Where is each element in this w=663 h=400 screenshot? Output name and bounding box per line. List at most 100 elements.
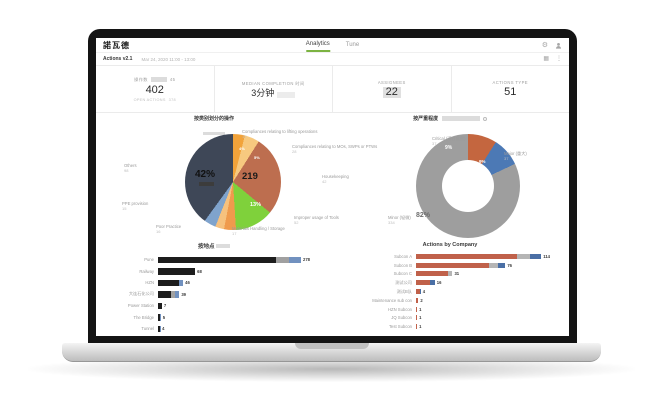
- kpi-total-actions-value: 402: [145, 83, 164, 96]
- bar-category-label: Test Subcon: [388, 324, 412, 330]
- bar[interactable]: [158, 291, 180, 298]
- grid-view-icon[interactable]: ▦: [543, 56, 549, 62]
- tab-analytics[interactable]: Analytics: [305, 38, 330, 52]
- bar-value: 31: [454, 271, 460, 277]
- bar-value: 1: [419, 324, 422, 330]
- pie-label: PPE provision 15: [122, 201, 149, 212]
- bar-row[interactable]: 测试公司 16: [332, 278, 568, 287]
- bar-category-label: Subcon B: [393, 262, 412, 268]
- bar-row[interactable]: 测试B队 4: [332, 287, 568, 296]
- donut-disc[interactable]: [416, 134, 520, 238]
- bar[interactable]: [158, 325, 161, 332]
- bar[interactable]: [158, 279, 184, 286]
- location-bar-chart: 按地点 Pune 278 Railway 68 HZN 46 大连石化公司 39 Power S…: [96, 239, 332, 336]
- bar-row[interactable]: The Bridge 5: [96, 312, 332, 324]
- pie-slice-value: 13%: [250, 202, 262, 208]
- bar[interactable]: [416, 262, 506, 268]
- redacted-highlight: [199, 182, 214, 186]
- bar[interactable]: [416, 324, 418, 330]
- bar-value: 4: [422, 289, 426, 295]
- kpi-assignees-value: 22: [382, 87, 401, 98]
- bar[interactable]: [416, 289, 421, 295]
- bar-row[interactable]: Test Subcon 1: [332, 322, 568, 331]
- bar[interactable]: [416, 280, 435, 286]
- bar[interactable]: [416, 306, 418, 312]
- donut-slice-value: 9%: [479, 159, 486, 164]
- kpi-row: 操作数 45 402 OPEN ACTIONS 378 MEDIAN COMPLE…: [96, 66, 569, 113]
- pie-label: Improper usage of Tools 52: [294, 215, 339, 226]
- bar[interactable]: [158, 256, 301, 263]
- nav-tabs: Analytics Tune: [305, 38, 360, 52]
- bar-row[interactable]: Pune 278: [96, 254, 332, 266]
- bar-row[interactable]: Power Station 7: [96, 300, 332, 312]
- bar-value: 7: [163, 303, 167, 309]
- pie-label: Poor Practice 16: [156, 224, 182, 235]
- bar-row[interactable]: HZN 46: [96, 277, 332, 289]
- company-bar-title: Actions by Company: [422, 242, 478, 248]
- company-bar-list: Subcon A 114 Subcon B 76 Subcon C 31 测试公司 16 测试B…: [332, 252, 568, 331]
- bar-value: 1: [419, 315, 422, 321]
- bar-row[interactable]: Subcon B 76: [332, 261, 568, 270]
- bar-row[interactable]: HZN Subcon 1: [332, 305, 568, 314]
- kpi-actions-type-value: 51: [504, 86, 517, 98]
- location-bar-title: 按地点: [96, 242, 332, 250]
- pie-slice-value: 42%: [195, 169, 216, 180]
- app-logo: 諾瓦德: [103, 40, 130, 50]
- bar-charts-row: 按地点 Pune 278 Railway 68 HZN 46 大连石化公司 39 Power S…: [96, 239, 569, 336]
- bar-category-label: Railway: [139, 268, 154, 274]
- bar-value: 68: [197, 268, 202, 274]
- bar[interactable]: [416, 253, 542, 259]
- more-options-icon[interactable]: ⋮: [556, 56, 562, 62]
- donut-label: Minor (轻微) 334: [388, 215, 411, 226]
- bar-row[interactable]: Maintenance sub con 2: [332, 296, 568, 305]
- subheader-icons: ▦ ⋮: [543, 56, 562, 62]
- severity-donut[interactable]: [416, 134, 520, 238]
- bar-category-label: Maintenance sub con: [372, 297, 412, 303]
- bar[interactable]: [158, 314, 161, 321]
- bar[interactable]: [158, 268, 196, 275]
- location-bar-list: Pune 278 Railway 68 HZN 46 大连石化公司 39 Power Stati…: [96, 254, 332, 335]
- pie-label: Compliances relating to MOs, SWPs or PTW…: [292, 144, 378, 155]
- bar-value: 16: [436, 280, 442, 286]
- bar-row[interactable]: Subcon C 31: [332, 270, 568, 279]
- bar-row[interactable]: 大连石化公司 39: [96, 289, 332, 301]
- navbar-icons: ⚙: [542, 42, 562, 49]
- donut-slice-value: 9%: [445, 145, 453, 151]
- user-avatar-icon[interactable]: [555, 42, 562, 49]
- bar-category-label: HZN Subcon: [388, 306, 412, 312]
- kpi-actions-type: ACTIONS TYPE 51: [450, 66, 570, 112]
- bar-value: 39: [181, 291, 186, 297]
- pie-label: Compliances relating to lifting operatio…: [242, 129, 318, 140]
- kpi-median-completion-value: 3分钟: [251, 88, 296, 98]
- bar-category-label: Power Station: [127, 303, 154, 309]
- bar-category-label: 测试公司: [395, 279, 412, 285]
- bar[interactable]: [158, 302, 162, 309]
- gear-icon[interactable]: ⚙: [541, 41, 548, 49]
- report-title: Actions v2.1: [103, 56, 133, 62]
- kpi-median-completion: MEDIAN COMPLETION 时间 3分钟: [213, 66, 333, 112]
- bar[interactable]: [416, 271, 453, 277]
- bar-value: 2: [420, 297, 423, 303]
- date-range[interactable]: Mar 24, 2020 11:00 - 13:00: [141, 56, 196, 62]
- kpi-actions-type-label: ACTIONS TYPE: [492, 80, 528, 85]
- tab-tune[interactable]: Tune: [345, 42, 360, 48]
- bar[interactable]: [416, 315, 418, 321]
- kpi-total-actions-label: 操作数 45: [134, 76, 176, 82]
- bar-row[interactable]: JQ Subcon 1: [332, 314, 568, 323]
- bar[interactable]: [416, 297, 419, 303]
- bar-row[interactable]: Subcon A 114: [332, 252, 568, 261]
- pie-label: Others 98: [124, 163, 137, 174]
- donut-slice-value: 82%: [416, 212, 431, 219]
- pie-label: Materials Handling / Storage 17: [232, 226, 285, 237]
- redacted-highlight: [203, 132, 225, 135]
- category-pie-chart: 按类别划分的操作 Compliances relating to lifting…: [96, 113, 377, 239]
- bar-row[interactable]: Tunnel 4: [96, 323, 332, 335]
- bar-value: 4: [162, 326, 165, 332]
- bar-row[interactable]: Railway 68: [96, 266, 332, 278]
- redacted-highlight: [441, 116, 480, 122]
- donut-label: Critical (潜在危害) 37: [432, 136, 466, 147]
- redacted-highlight: [277, 91, 296, 98]
- kpi-total-actions-extra: 45: [169, 77, 176, 82]
- info-icon[interactable]: [482, 116, 487, 121]
